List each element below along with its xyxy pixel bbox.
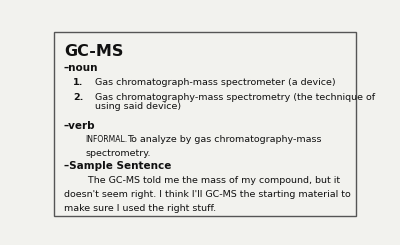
Text: make sure I used the right stuff.: make sure I used the right stuff. — [64, 204, 216, 213]
Text: spectrometry.: spectrometry. — [86, 149, 151, 158]
Text: using said device): using said device) — [95, 102, 181, 111]
Text: GC-MS: GC-MS — [64, 44, 123, 59]
Text: Gas chromatograph-mass spectrometer (a device): Gas chromatograph-mass spectrometer (a d… — [95, 77, 336, 86]
Text: –Sample Sentence: –Sample Sentence — [64, 160, 171, 171]
Text: –noun: –noun — [64, 63, 98, 73]
Text: The GC-MS told me the mass of my compound, but it: The GC-MS told me the mass of my compoun… — [64, 176, 340, 184]
Text: Gas chromatography-mass spectrometry (the technique of: Gas chromatography-mass spectrometry (th… — [95, 93, 375, 102]
Text: –verb: –verb — [64, 121, 96, 131]
FancyBboxPatch shape — [54, 32, 356, 216]
Text: INFORMAL.: INFORMAL. — [86, 135, 128, 144]
Text: 2.: 2. — [73, 93, 84, 102]
Text: To analyze by gas chromatography-mass: To analyze by gas chromatography-mass — [128, 135, 322, 144]
Text: doesn't seem right. I think I'll GC-MS the starting material to: doesn't seem right. I think I'll GC-MS t… — [64, 190, 351, 199]
Text: 1.: 1. — [73, 77, 84, 86]
